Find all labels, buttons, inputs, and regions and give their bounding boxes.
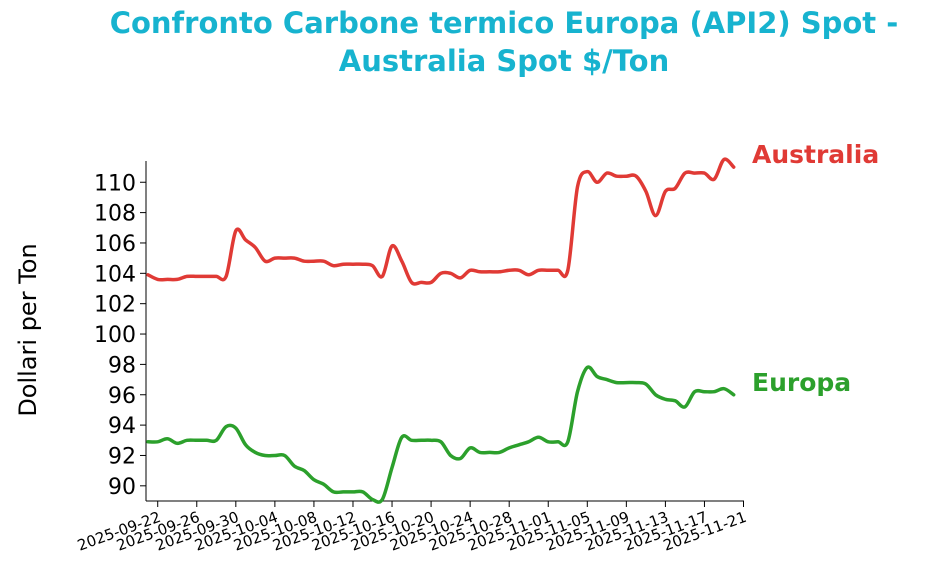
y-tick-label: 98 <box>108 353 136 378</box>
y-tick-label: 90 <box>108 475 136 500</box>
series-line-europa <box>146 365 736 504</box>
series-label-europa: Europa <box>752 368 851 397</box>
y-tick-label: 100 <box>94 323 136 348</box>
y-axis-label: Dollari per Ton <box>14 243 42 416</box>
chart-title: Confronto Carbone termico Europa (API2) … <box>109 6 899 78</box>
x-axis: 2025-09-222025-09-262025-09-302025-10-04… <box>75 500 749 555</box>
y-tick-label: 106 <box>94 232 136 257</box>
y-tick-label: 104 <box>94 262 136 287</box>
y-tick-label: 108 <box>94 202 136 227</box>
y-tick-label: 94 <box>108 414 136 439</box>
y-tick-label: 110 <box>94 171 136 196</box>
y-tick-label: 96 <box>108 384 136 409</box>
series-layer <box>146 157 736 504</box>
y-tick-label: 102 <box>94 293 136 318</box>
series-label-layer: Australia Europa <box>752 140 879 397</box>
series-label-australia: Australia <box>752 140 879 169</box>
y-axis: 90 92 94 96 98 100 102 104 106 108 110 <box>94 161 147 501</box>
series-line-australia <box>146 157 736 286</box>
y-tick-label: 92 <box>108 444 136 469</box>
